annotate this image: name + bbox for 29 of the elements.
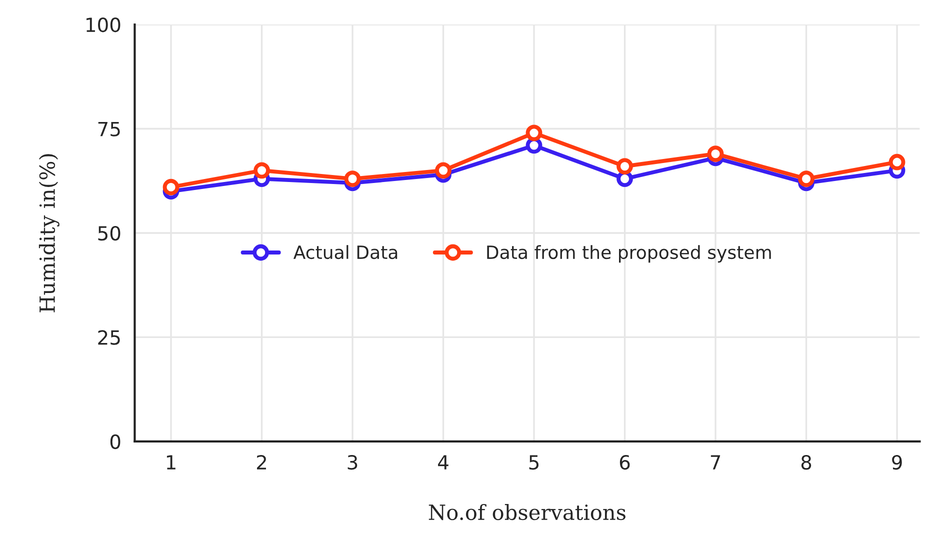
x-tick-label: 8	[801, 454, 812, 470]
point	[162, 178, 180, 196]
point	[798, 170, 814, 187]
point	[616, 158, 633, 174]
x-tick-label: 9	[892, 454, 902, 470]
y-tick-label: 75	[98, 122, 120, 136]
point	[344, 170, 361, 187]
point	[526, 124, 542, 142]
x-tick-label: 2	[256, 454, 266, 470]
point	[888, 154, 906, 170]
x-axis-title: No.of observations	[428, 504, 626, 520]
y-tick-label: 25	[98, 330, 120, 345]
point	[435, 162, 452, 179]
x-tick-label: 4	[438, 455, 448, 470]
y-axis-title: Humidity in(%)	[38, 154, 60, 312]
x-tick-label: 5	[529, 455, 538, 470]
y-tick-label: 0	[110, 434, 120, 450]
point	[707, 146, 724, 162]
legend-label: Data from the proposed system	[487, 245, 771, 263]
x-tick-label: 6	[620, 454, 630, 470]
x-tick-label: 1	[166, 455, 176, 470]
x-tick-label: 7	[710, 455, 720, 470]
y-tick-label: 50	[98, 226, 120, 241]
legend-label: Actual Data	[293, 245, 398, 260]
x-tick-label: 3	[348, 454, 358, 470]
point	[526, 137, 542, 154]
y-tick-label: 100	[86, 17, 120, 32]
point	[616, 170, 633, 187]
point	[254, 162, 270, 179]
